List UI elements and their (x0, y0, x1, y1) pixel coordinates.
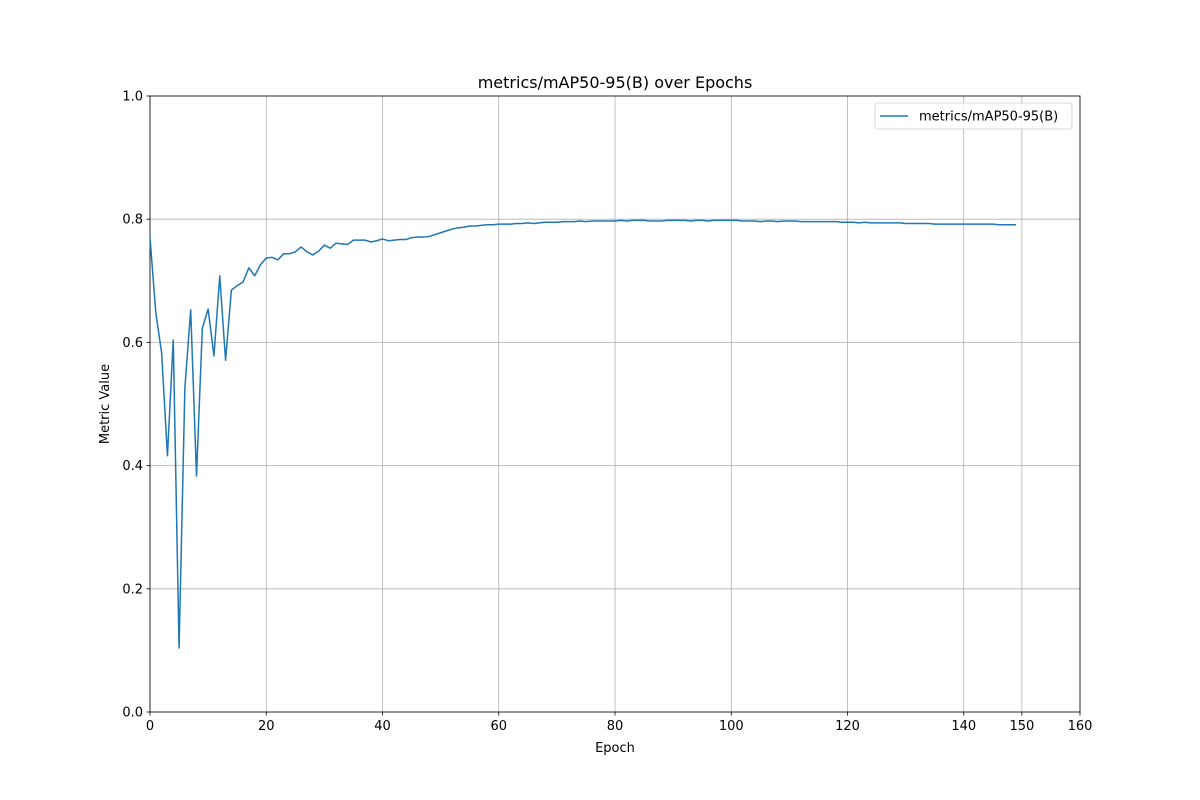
y-tick-label: 0.0 (122, 706, 143, 721)
x-tick-label: 20 (258, 719, 275, 734)
x-tick-label: 160 (1068, 719, 1093, 734)
y-tick-label: 0.4 (122, 459, 143, 474)
y-tick-label: 0.6 (122, 336, 143, 351)
x-tick-label: 150 (1009, 719, 1034, 734)
x-tick-label: 0 (146, 719, 154, 734)
y-tick-label: 0.8 (122, 213, 143, 228)
y-tick-label: 1.0 (122, 90, 143, 105)
plot-frame (149, 95, 1081, 713)
y-tick-label: 0.2 (122, 582, 143, 597)
x-tick-label: 60 (490, 719, 507, 734)
x-tick-label: 40 (374, 719, 391, 734)
x-tick-label: 120 (835, 719, 860, 734)
chart-title: metrics/mAP50-95(B) over Epochs (478, 73, 753, 92)
data-line (149, 219, 1017, 649)
x-tick-label: 140 (951, 719, 976, 734)
y-axis-label: Metric Value (98, 364, 113, 444)
x-tick-label: 80 (607, 719, 624, 734)
x-tick-label: 100 (719, 719, 744, 734)
x-axis-label: Epoch (595, 741, 635, 756)
legend-label: metrics/mAP50-95(B) (919, 110, 1058, 125)
legend-box (874, 102, 1073, 130)
